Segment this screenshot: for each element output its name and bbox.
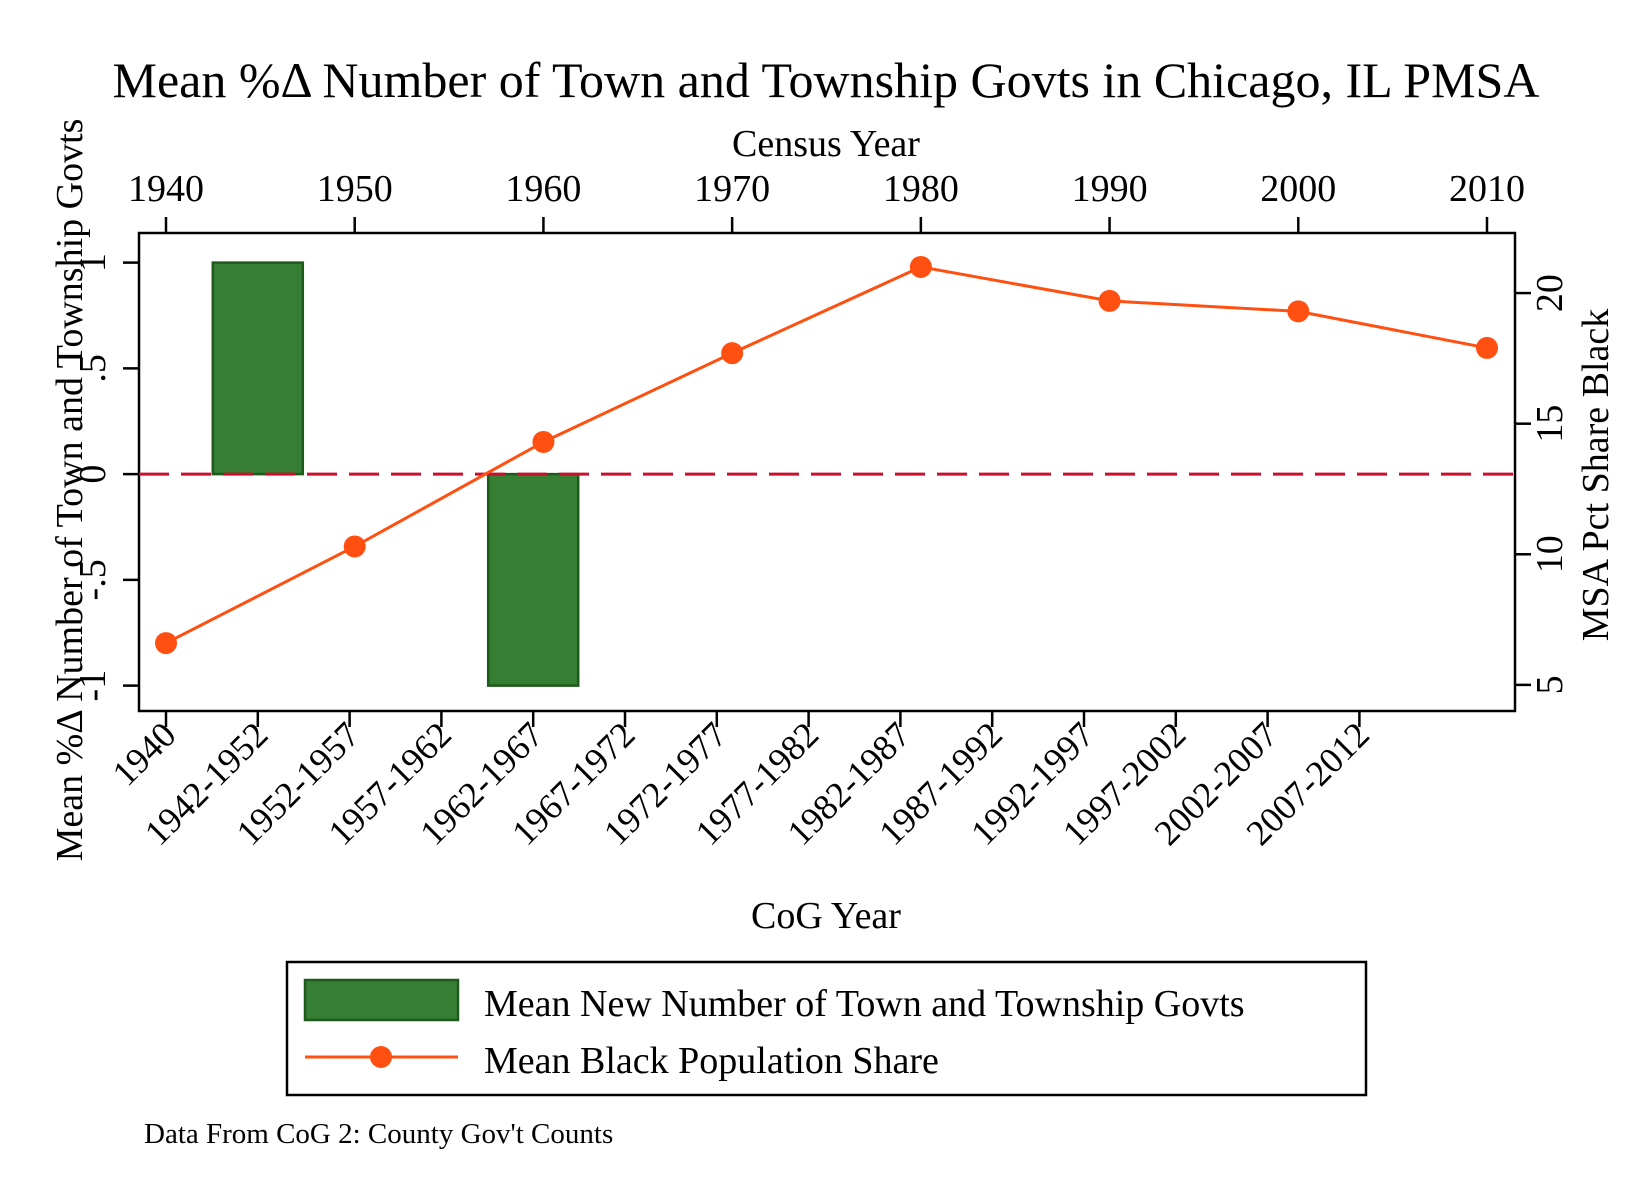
right-axis-ticks: 5 10 15 20 (1515, 274, 1571, 694)
bottom-axis-ticks: 19401942-19521952-19571957-19621962-1967… (104, 711, 1377, 853)
line-series (155, 255, 1498, 655)
point-2000 (1287, 300, 1310, 323)
legend-label-line: Mean Black Population Share (484, 1040, 939, 1082)
left-tick-label: 0 (72, 465, 114, 484)
right-axis-label: MSA Pct Share Black (1575, 309, 1617, 641)
top-tick-label: 1990 (1072, 168, 1148, 210)
right-tick-label: 20 (1529, 274, 1571, 312)
left-tick-label: -.5 (72, 559, 114, 600)
point-1970 (721, 342, 744, 365)
bar-series (211, 261, 580, 687)
left-axis-label: Mean %Δ Number of Town and Township Govt… (49, 119, 91, 862)
legend-swatch-marker (370, 1046, 392, 1068)
left-tick-label: -1 (72, 670, 114, 702)
point-1960 (532, 430, 555, 453)
top-tick-label: 2010 (1449, 168, 1525, 210)
point-1950 (343, 535, 366, 558)
bottom-axis-label: CoG Year (751, 895, 901, 937)
plot-area (137, 231, 1517, 713)
right-tick-label: 10 (1529, 535, 1571, 573)
left-tick-label: 1 (72, 253, 114, 272)
point-1940 (155, 632, 177, 655)
black-share-line (165, 265, 1488, 645)
legend-label-bar: Mean New Number of Town and Township Gov… (484, 983, 1245, 1025)
top-axis-label: Census Year (732, 123, 920, 165)
top-tick-label: 1950 (317, 168, 393, 210)
bar-1962-1967 (486, 472, 580, 687)
chart-title: Mean %Δ Number of Town and Township Govt… (113, 52, 1540, 108)
left-tick-label: .5 (72, 354, 114, 383)
top-tick-label: 1940 (128, 168, 204, 210)
left-axis-ticks: -1 -.5 0 .5 1 (72, 253, 139, 701)
top-tick-label: 2000 (1260, 168, 1336, 210)
source-note: Data From CoG 2: County Gov't Counts (144, 1118, 613, 1150)
legend-swatch-bar (303, 978, 460, 1022)
bar-1942-1952 (211, 261, 305, 476)
right-tick-label: 5 (1529, 675, 1571, 694)
right-tick-label: 15 (1529, 405, 1571, 443)
legend-frame (285, 960, 1368, 1097)
point-1980 (909, 255, 932, 278)
top-tick-label: 1970 (694, 168, 770, 210)
point-2010 (1476, 336, 1498, 359)
legend: Mean New Number of Town and Township Gov… (285, 960, 1368, 1097)
top-tick-label: 1980 (883, 168, 959, 210)
point-1990 (1098, 289, 1121, 312)
bottom-tick-label: 1940 (104, 714, 183, 793)
top-tick-label: 1960 (505, 168, 581, 210)
top-axis-ticks: 1940 1950 1960 1970 1980 1990 2000 2010 (128, 168, 1525, 233)
